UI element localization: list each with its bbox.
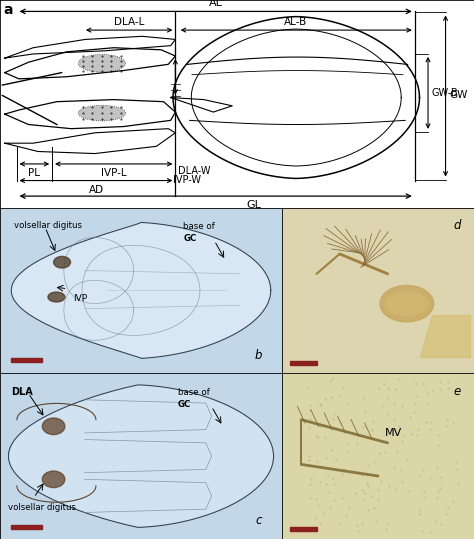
- Polygon shape: [5, 48, 175, 79]
- Text: GL: GL: [246, 199, 261, 210]
- Text: MV: MV: [385, 428, 402, 438]
- Text: b: b: [255, 349, 262, 362]
- Ellipse shape: [380, 286, 434, 322]
- Polygon shape: [420, 315, 470, 357]
- Ellipse shape: [78, 105, 126, 121]
- Text: c: c: [256, 514, 262, 527]
- Text: a: a: [4, 3, 13, 17]
- Text: base of: base of: [183, 223, 218, 231]
- Polygon shape: [9, 385, 273, 527]
- Polygon shape: [171, 98, 232, 112]
- Text: AL-B: AL-B: [283, 17, 307, 27]
- Polygon shape: [173, 17, 419, 178]
- Text: volsellar digitus: volsellar digitus: [14, 221, 82, 230]
- Text: DLA-L: DLA-L: [114, 17, 145, 27]
- Text: GC: GC: [183, 234, 197, 243]
- Polygon shape: [11, 223, 271, 358]
- Text: volsellar digitus: volsellar digitus: [9, 502, 76, 512]
- Ellipse shape: [386, 292, 428, 315]
- Text: IVP-W: IVP-W: [173, 175, 201, 185]
- Text: PL: PL: [28, 168, 40, 178]
- Ellipse shape: [54, 257, 71, 268]
- Text: DLA: DLA: [11, 386, 33, 397]
- Text: d: d: [453, 219, 461, 232]
- Text: IVP: IVP: [73, 294, 87, 303]
- Text: AD: AD: [89, 185, 103, 195]
- Text: base of: base of: [178, 388, 212, 397]
- Bar: [11, 358, 42, 362]
- Text: GW: GW: [449, 91, 468, 100]
- Ellipse shape: [42, 418, 65, 434]
- Text: DLA-W: DLA-W: [178, 166, 210, 176]
- Polygon shape: [5, 100, 175, 129]
- Ellipse shape: [48, 292, 65, 302]
- Text: GW-B: GW-B: [432, 88, 458, 98]
- Text: GC: GC: [178, 400, 191, 409]
- Ellipse shape: [78, 54, 126, 72]
- Text: IVP-L: IVP-L: [101, 168, 127, 178]
- Text: e: e: [453, 385, 461, 398]
- Bar: [290, 527, 317, 531]
- Text: AL: AL: [209, 0, 223, 8]
- Ellipse shape: [42, 471, 65, 488]
- Bar: [11, 526, 42, 529]
- Bar: [290, 361, 317, 365]
